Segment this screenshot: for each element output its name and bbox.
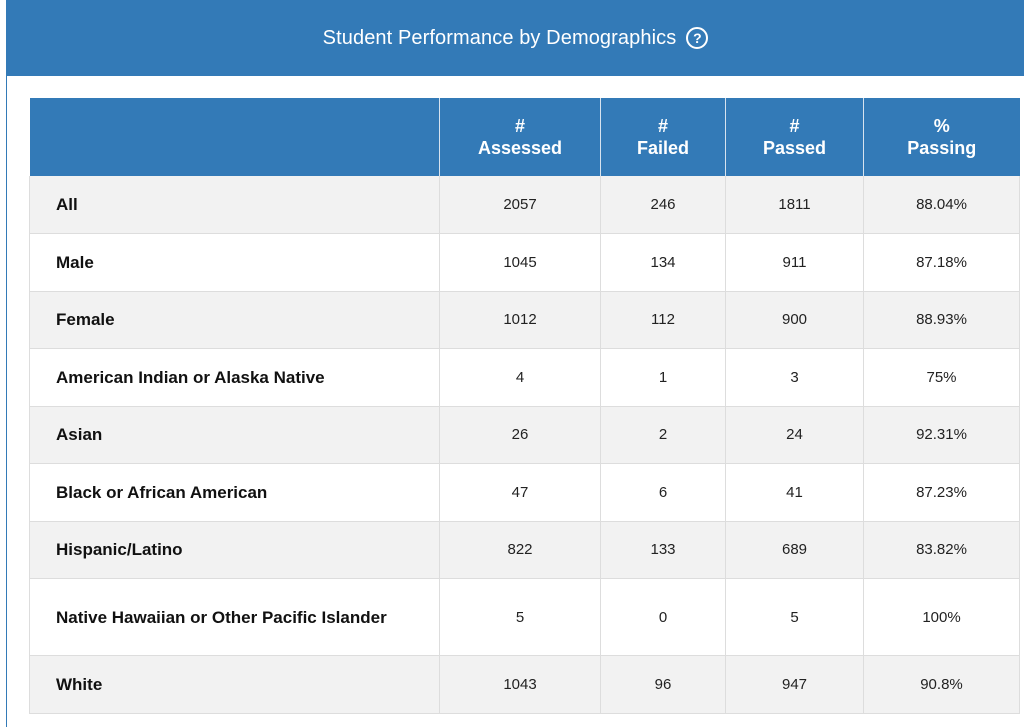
row-passed: 689 xyxy=(725,521,864,579)
row-pct-passing: 100% xyxy=(863,578,1020,656)
row-group-label: Male xyxy=(29,233,440,292)
header-pct-label: Passing xyxy=(907,138,977,158)
row-assessed: 47 xyxy=(439,463,601,522)
row-failed: 134 xyxy=(600,233,726,292)
row-passed: 911 xyxy=(725,233,864,292)
row-pct-passing: 88.04% xyxy=(863,176,1020,234)
header-passed[interactable]: # Passed xyxy=(725,98,864,176)
row-passed: 24 xyxy=(725,406,864,464)
row-group-label: Asian xyxy=(29,406,440,464)
question-circle-icon[interactable]: ? xyxy=(686,27,709,49)
header-pct-symbol: % xyxy=(933,116,950,136)
performance-table: # Assessed # Failed # Passed % Passing xyxy=(29,98,1020,714)
header-assessed-label: Assessed xyxy=(477,138,563,158)
table-row: Asian 26 2 24 92.31% xyxy=(29,406,1020,464)
table-row: American Indian or Alaska Native 4 1 3 7… xyxy=(29,348,1020,407)
row-group-label: Black or African American xyxy=(29,463,440,522)
header-assessed[interactable]: # Assessed xyxy=(439,98,601,176)
row-passed: 5 xyxy=(725,578,864,656)
row-pct-passing: 75% xyxy=(863,348,1020,407)
table-row: White 1043 96 947 90.8% xyxy=(29,655,1020,714)
row-group-label: White xyxy=(29,655,440,714)
header-group xyxy=(29,98,440,176)
row-group-label: Native Hawaiian or Other Pacific Islande… xyxy=(29,578,440,656)
row-failed: 133 xyxy=(600,521,726,579)
table-row: Black or African American 47 6 41 87.23% xyxy=(29,463,1020,522)
table-row: Hispanic/Latino 822 133 689 83.82% xyxy=(29,521,1020,579)
table-row: All 2057 246 1811 88.04% xyxy=(29,176,1020,234)
header-failed-symbol: # xyxy=(657,116,668,136)
row-assessed: 1012 xyxy=(439,291,601,349)
demographics-panel: Student Performance by Demographics ? # … xyxy=(6,0,1024,727)
row-assessed: 1043 xyxy=(439,655,601,714)
row-pct-passing: 83.82% xyxy=(863,521,1020,579)
table-header-row: # Assessed # Failed # Passed % Passing xyxy=(29,98,1020,176)
row-group-label: American Indian or Alaska Native xyxy=(29,348,440,407)
table-row: Native Hawaiian or Other Pacific Islande… xyxy=(29,578,1020,656)
panel-header: Student Performance by Demographics ? xyxy=(7,0,1024,76)
row-assessed: 1045 xyxy=(439,233,601,292)
header-passed-symbol: # xyxy=(789,116,800,136)
row-passed: 3 xyxy=(725,348,864,407)
row-group-label: Female xyxy=(29,291,440,349)
header-pct-passing[interactable]: % Passing xyxy=(863,98,1020,176)
row-failed: 96 xyxy=(600,655,726,714)
row-failed: 0 xyxy=(600,578,726,656)
row-pct-passing: 92.31% xyxy=(863,406,1020,464)
row-failed: 6 xyxy=(600,463,726,522)
row-failed: 112 xyxy=(600,291,726,349)
row-pct-passing: 88.93% xyxy=(863,291,1020,349)
row-group-label: Hispanic/Latino xyxy=(29,521,440,579)
row-failed: 246 xyxy=(600,176,726,234)
performance-table-wrapper: # Assessed # Failed # Passed % Passing xyxy=(29,98,1020,714)
row-failed: 1 xyxy=(600,348,726,407)
row-assessed: 4 xyxy=(439,348,601,407)
header-passed-label: Passed xyxy=(762,138,827,158)
row-passed: 947 xyxy=(725,655,864,714)
header-failed-label: Failed xyxy=(636,138,689,158)
row-pct-passing: 87.18% xyxy=(863,233,1020,292)
row-assessed: 2057 xyxy=(439,176,601,234)
row-group-label: All xyxy=(29,176,440,234)
row-passed: 41 xyxy=(725,463,864,522)
row-passed: 1811 xyxy=(725,176,864,234)
row-assessed: 26 xyxy=(439,406,601,464)
header-failed[interactable]: # Failed xyxy=(600,98,726,176)
row-passed: 900 xyxy=(725,291,864,349)
row-failed: 2 xyxy=(600,406,726,464)
row-pct-passing: 87.23% xyxy=(863,463,1020,522)
row-assessed: 822 xyxy=(439,521,601,579)
row-assessed: 5 xyxy=(439,578,601,656)
table-row: Male 1045 134 911 87.18% xyxy=(29,233,1020,292)
row-pct-passing: 90.8% xyxy=(863,655,1020,714)
header-assessed-symbol: # xyxy=(514,116,525,136)
panel-title: Student Performance by Demographics xyxy=(322,26,677,49)
table-row: Female 1012 112 900 88.93% xyxy=(29,291,1020,349)
